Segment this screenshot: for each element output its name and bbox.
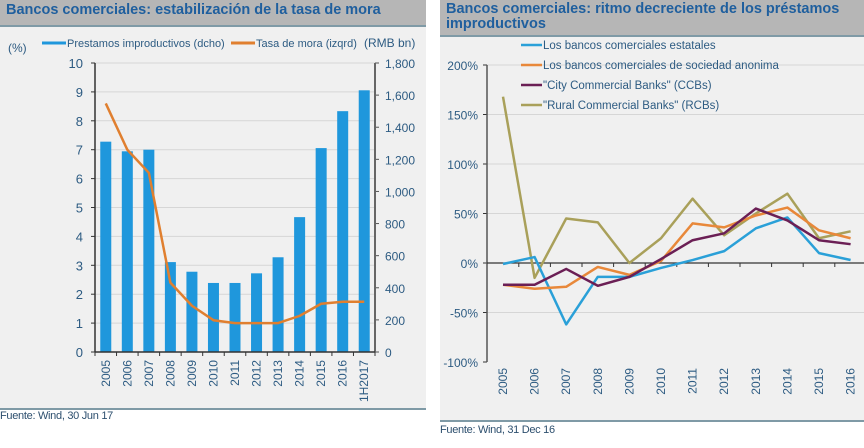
left-axis-tick-label: 9 (76, 85, 83, 100)
legend-label-0: Los bancos comerciales estatales (543, 40, 716, 52)
right-axis-tick-label: 1,600 (385, 89, 415, 103)
x-axis-tick-label: 2013 (271, 360, 285, 387)
bar-2010 (207, 282, 219, 352)
left-chart-source: Fuente: Wind, 30 Jun 17 (0, 410, 113, 422)
x-axis-tick-label: 2006 (120, 360, 134, 387)
x-axis-tick-label: 2010 (654, 368, 668, 395)
y-axis-tick-label: 50% (454, 208, 478, 222)
left-axis-tick-label: 2 (76, 287, 83, 302)
x-axis-tick-label: 2013 (749, 368, 763, 395)
right-chart-source: Fuente: Wind, 31 Dec 16 (440, 424, 555, 436)
right-chart: -100% -50% 0% 50% 100% 150% 200% 2005 2006 2007 20… (443, 40, 864, 395)
bar-2016 (337, 111, 349, 353)
x-axis-tick-label: 2007 (142, 360, 156, 387)
y-axis-tick-label: 150% (447, 109, 478, 123)
x-axis-tick-label: 2014 (780, 368, 794, 395)
bar-2009 (186, 271, 198, 352)
y-axis-tick-label: 100% (447, 158, 478, 172)
x-axis-tick-label: 2008 (591, 368, 605, 395)
x-axis-tick-label: 2005 (496, 368, 510, 395)
x-axis-tick-label: 2007 (559, 368, 573, 395)
x-axis-tick-label: 2011 (228, 360, 242, 386)
x-axis-tick-label: 2010 (206, 360, 220, 387)
y-axis-tick-label: 0% (461, 257, 479, 271)
bar-2015 (315, 148, 327, 352)
right-chart-title: Bancos comerciales: ritmo decreciente de… (440, 0, 864, 37)
left-axis-tick-label: 0 (76, 345, 83, 360)
bar-2012 (251, 273, 263, 352)
series-line-0 (502, 216, 851, 326)
right-axis-tick-label: 1,000 (385, 185, 415, 199)
bar-2008 (164, 262, 176, 352)
left-axis-tick-label: 1 (76, 316, 83, 331)
left-axis-tick-label: 5 (76, 201, 83, 216)
x-axis-tick-label: 2012 (717, 368, 731, 395)
x-axis-tick-label: 2009 (185, 360, 199, 387)
bar-2011 (229, 282, 241, 352)
bar-2006 (121, 151, 133, 352)
x-axis-tick-label: 2005 (99, 360, 113, 387)
x-axis-tick-label: 2015 (812, 368, 826, 395)
bar-1H2017 (358, 90, 370, 353)
y-axis-tick-label: 200% (447, 59, 478, 73)
x-axis-tick-label: 2009 (622, 368, 636, 395)
x-axis-tick-label: 2006 (528, 368, 542, 395)
legend-label-3: "Rural Commercial Banks" (RCBs) (543, 100, 719, 112)
right-axis-tick-label: 0 (385, 346, 392, 360)
x-axis-tick-label: 2014 (293, 360, 307, 387)
left-axis-tick-label: 4 (76, 229, 83, 244)
x-axis-tick-label: 2008 (163, 360, 177, 387)
right-axis-tick-label: 400 (385, 282, 405, 296)
left-chart: 0 1 2 3 4 5 6 7 8 9 10 0 200 400 600 800 1,000 1,200 1,400… (8, 36, 415, 402)
right-axis-tick-label: 1,800 (385, 57, 415, 71)
x-axis-tick-label: 1H2017 (357, 360, 371, 402)
bar-2007 (143, 149, 155, 352)
bar-2014 (294, 217, 306, 352)
right-axis-tick-label: 1,200 (385, 153, 415, 167)
y-axis-tick-label: -50% (450, 307, 478, 321)
series-line-1 (502, 206, 851, 290)
left-axis-tick-label: 7 (76, 143, 83, 158)
x-axis-tick-label: 2016 (844, 368, 858, 395)
y-axis-tick-label: -100% (443, 356, 478, 370)
left-axis-tick-label: 3 (76, 258, 83, 273)
left-axis-tick-label: 10 (69, 56, 83, 71)
left-chart-title: Bancos comerciales: estabilización de la… (0, 0, 426, 27)
left-axis-tick-label: 8 (76, 114, 83, 129)
left-chart-panel: Bancos comerciales: estabilización de la… (0, 0, 426, 410)
right-axis-tick-label: 200 (385, 314, 405, 328)
legend-label-bars: Prestamos improductivos (dcho) (67, 38, 225, 50)
series-line-2 (503, 207, 851, 288)
legend-label-line: Tasa de mora (izqrd) (256, 38, 357, 50)
right-axis-tick-label: 800 (385, 218, 405, 232)
legend-label-2: "City Commercial Banks" (CCBs) (543, 80, 712, 92)
x-axis-tick-label: 2015 (314, 360, 328, 387)
right-axis-tick-label: 1,400 (385, 121, 415, 135)
x-axis-tick-label: 2012 (250, 360, 264, 387)
left-axis-unit: (%) (8, 41, 27, 55)
right-axis-unit: (RMB bn) (364, 36, 415, 50)
right-axis-tick-label: 600 (385, 250, 405, 264)
left-axis-tick-label: 6 (76, 172, 83, 187)
bar-2013 (272, 257, 284, 352)
x-axis-tick-label: 2016 (336, 360, 350, 387)
right-chart-panel: Bancos comerciales: ritmo decreciente de… (440, 0, 864, 422)
x-axis-tick-label: 2011 (686, 368, 700, 394)
series-line-3 (501, 96, 851, 280)
bar-2005 (100, 141, 112, 352)
legend-label-1: Los bancos comerciales de sociedad anoni… (543, 60, 779, 72)
